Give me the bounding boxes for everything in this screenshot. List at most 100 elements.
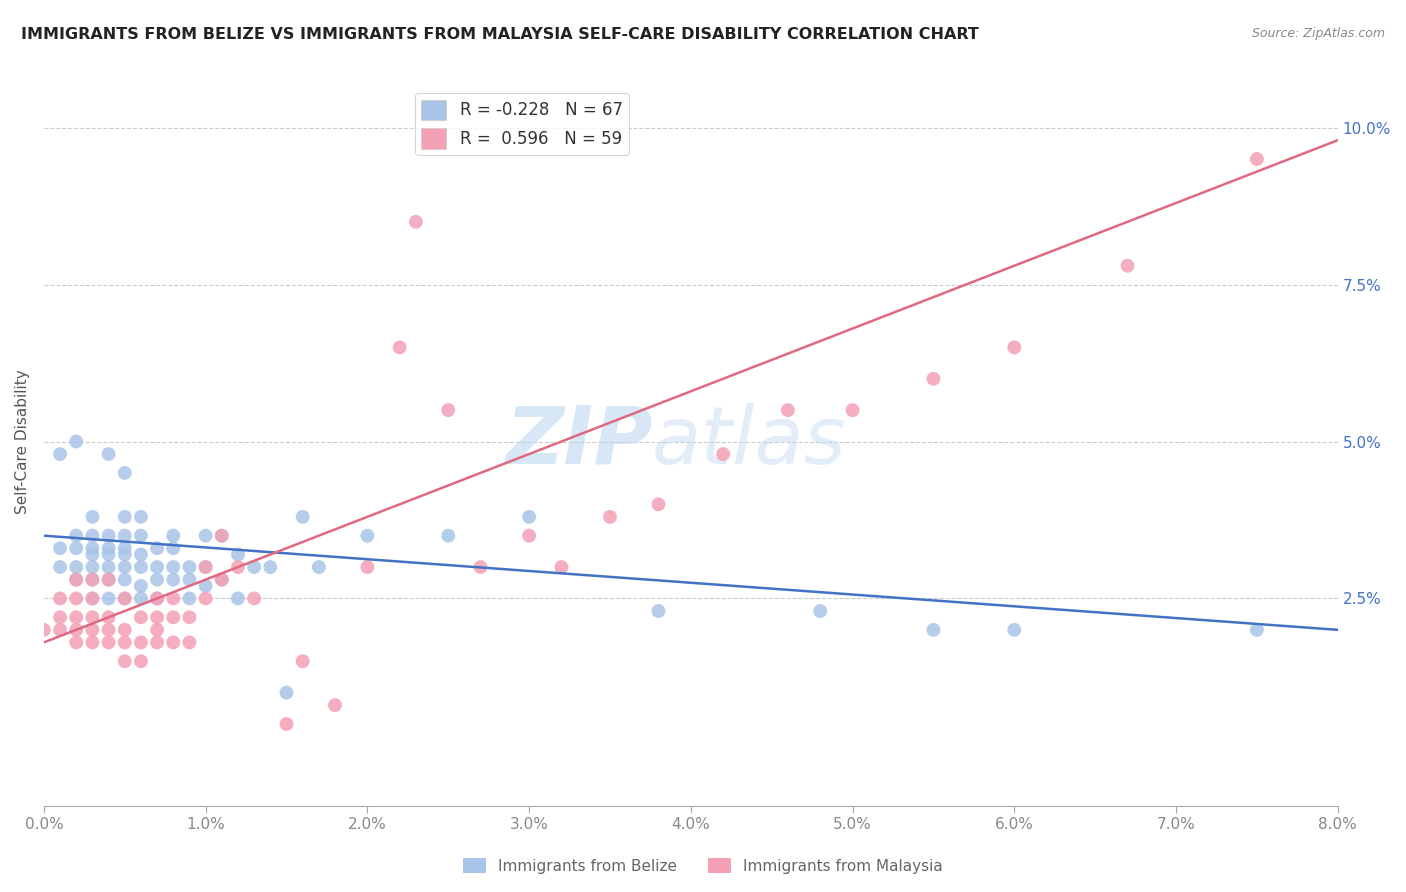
Point [114, 509, 136, 524]
Point [65, 591, 87, 606]
Point [276, 717, 298, 731]
Point [922, 623, 945, 637]
Point [65, 610, 87, 624]
Point [146, 591, 169, 606]
Point [276, 685, 298, 699]
Point [437, 529, 460, 543]
Point [179, 635, 201, 649]
Point [211, 529, 233, 543]
Point [65, 434, 87, 449]
Point [65, 623, 87, 637]
Point [82, 573, 104, 587]
Point [114, 529, 136, 543]
Point [194, 560, 217, 574]
Point [323, 698, 346, 713]
Point [808, 604, 831, 618]
Point [711, 447, 734, 461]
Point [82, 573, 104, 587]
Point [129, 654, 152, 668]
Point [162, 529, 184, 543]
Point [162, 560, 184, 574]
Point [114, 548, 136, 562]
Point [647, 604, 669, 618]
Point [922, 372, 945, 386]
Point [49, 560, 72, 574]
Point [259, 560, 281, 574]
Point [82, 548, 104, 562]
Point [97, 529, 120, 543]
Point [179, 560, 201, 574]
Point [114, 591, 136, 606]
Point [162, 541, 184, 556]
Point [32, 623, 55, 637]
Point [97, 447, 120, 461]
Point [82, 635, 104, 649]
Point [49, 541, 72, 556]
Point [470, 560, 492, 574]
Point [65, 635, 87, 649]
Point [162, 591, 184, 606]
Point [97, 623, 120, 637]
Point [291, 654, 314, 668]
Point [114, 466, 136, 480]
Text: Source: ZipAtlas.com: Source: ZipAtlas.com [1251, 27, 1385, 40]
Point [97, 548, 120, 562]
Point [65, 541, 87, 556]
Point [599, 509, 621, 524]
Point [129, 610, 152, 624]
Point [49, 591, 72, 606]
Point [97, 610, 120, 624]
Point [65, 573, 87, 587]
Point [647, 497, 669, 511]
Point [114, 654, 136, 668]
Point [162, 635, 184, 649]
Text: ZIP: ZIP [505, 402, 652, 481]
Point [82, 591, 104, 606]
Point [97, 560, 120, 574]
Point [114, 573, 136, 587]
Text: atlas: atlas [652, 402, 846, 481]
Point [114, 623, 136, 637]
Point [82, 529, 104, 543]
Point [97, 541, 120, 556]
Point [146, 635, 169, 649]
Point [146, 623, 169, 637]
Point [65, 529, 87, 543]
Point [841, 403, 863, 417]
Point [162, 573, 184, 587]
Point [179, 610, 201, 624]
Point [776, 403, 799, 417]
Point [49, 447, 72, 461]
Point [82, 509, 104, 524]
Point [114, 560, 136, 574]
Point [129, 560, 152, 574]
Point [146, 541, 169, 556]
Point [82, 541, 104, 556]
Point [550, 560, 572, 574]
Point [226, 560, 249, 574]
Point [82, 610, 104, 624]
Point [129, 635, 152, 649]
Point [1116, 259, 1139, 273]
Point [129, 591, 152, 606]
Point [65, 573, 87, 587]
Point [146, 573, 169, 587]
Point [49, 623, 72, 637]
Point [226, 548, 249, 562]
Point [194, 529, 217, 543]
Point [211, 529, 233, 543]
Point [129, 579, 152, 593]
Point [1246, 152, 1268, 166]
Point [308, 560, 330, 574]
Point [388, 340, 411, 354]
Point [82, 591, 104, 606]
Point [211, 573, 233, 587]
Y-axis label: Self-Care Disability: Self-Care Disability [15, 369, 30, 514]
Point [179, 573, 201, 587]
Point [129, 548, 152, 562]
Point [49, 610, 72, 624]
Point [356, 560, 378, 574]
Point [146, 560, 169, 574]
Point [146, 610, 169, 624]
Legend: Immigrants from Belize, Immigrants from Malaysia: Immigrants from Belize, Immigrants from … [457, 852, 949, 880]
